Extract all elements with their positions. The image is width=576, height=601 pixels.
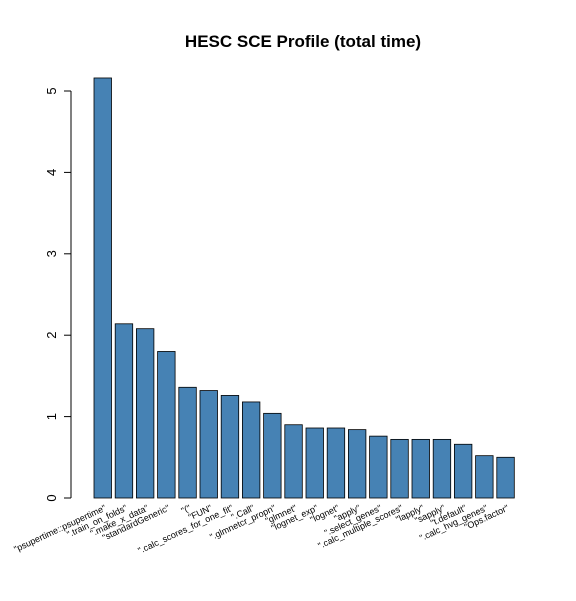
bar [221,395,239,498]
bar [454,444,472,498]
y-tick-label: 0 [44,494,59,501]
bar [179,387,197,498]
bar [136,329,154,498]
bar [433,439,451,498]
bar [285,425,303,498]
bars [94,78,514,498]
bar [391,439,409,498]
y-tick-label: 1 [44,413,59,420]
bar [115,324,133,498]
bar [476,456,494,498]
bar [200,391,218,498]
bar [370,436,388,498]
bar [497,457,515,498]
y-tick-label: 2 [44,332,59,339]
y-tick-label: 4 [44,169,59,176]
bar [306,428,324,498]
bar [348,430,366,498]
bar [158,351,176,498]
x-axis-labels: "psupertime::psupertime"".train_on_folds… [12,503,510,556]
bar [94,78,112,498]
bar [412,439,430,498]
bar [242,402,260,498]
y-tick-label: 3 [44,250,59,257]
chart-title: HESC SCE Profile (total time) [185,32,421,51]
y-axis: 0 1 2 3 4 5 [44,87,71,501]
bar [327,428,345,498]
bar [264,413,282,498]
y-tick-label: 5 [44,87,59,94]
